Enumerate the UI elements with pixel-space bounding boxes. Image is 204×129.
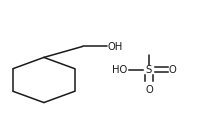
Text: O: O [168,65,176,75]
Text: HO: HO [112,65,128,75]
Text: S: S [146,65,152,75]
Text: O: O [145,85,153,95]
Text: OH: OH [108,42,123,52]
